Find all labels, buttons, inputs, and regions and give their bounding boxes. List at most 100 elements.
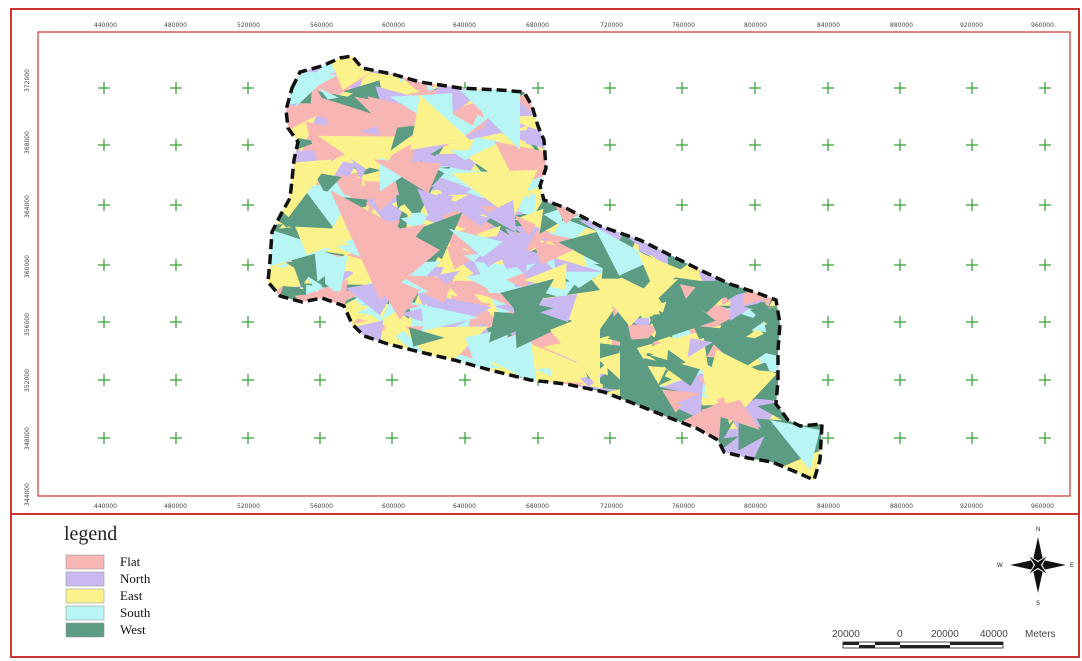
grid-cross <box>242 139 254 151</box>
grid-cross <box>1039 139 1051 151</box>
legend: legend Flat North East South West <box>64 523 151 637</box>
grid-cross <box>459 432 471 444</box>
grid-cross <box>242 199 254 211</box>
x-tick-bottom-13: 960000 <box>1031 503 1054 510</box>
x-tick-top-0: 440000 <box>94 22 117 29</box>
y-tick-left-4: 356000 <box>24 313 31 336</box>
grid-cross <box>170 139 182 151</box>
x-tick-bottom-4: 600000 <box>382 503 405 510</box>
x-tick-top-11: 880000 <box>890 22 913 29</box>
grid-cross <box>386 374 398 386</box>
grid-cross <box>98 432 110 444</box>
grid-cross <box>459 374 471 386</box>
grid-cross <box>749 82 761 94</box>
grid-cross <box>822 199 834 211</box>
scale-label-3: 40000 <box>980 629 1008 640</box>
grid-cross <box>242 259 254 271</box>
grid-cross <box>894 316 906 328</box>
scale-label-1: 0 <box>897 629 903 640</box>
x-tick-bottom-12: 920000 <box>960 503 983 510</box>
grid-cross <box>170 199 182 211</box>
grid-cross <box>894 199 906 211</box>
x-tick-top-10: 840000 <box>817 22 840 29</box>
scale-label-2: 20000 <box>931 629 959 640</box>
grid-cross <box>1039 82 1051 94</box>
compass-label-s: S <box>1036 601 1040 607</box>
grid-cross <box>314 374 326 386</box>
legend-label-west: West <box>120 622 146 637</box>
grid-cross <box>1039 374 1051 386</box>
x-tick-bottom-10: 840000 <box>817 503 840 510</box>
legend-label-flat: Flat <box>120 554 141 569</box>
grid-cross <box>242 374 254 386</box>
scale-label-0: 20000 <box>832 629 860 640</box>
grid-cross <box>822 139 834 151</box>
grid-cross <box>966 82 978 94</box>
legend-title: legend <box>64 523 117 545</box>
x-tick-top-1: 480000 <box>164 22 187 29</box>
y-tick-left-7: 344000 <box>24 483 31 506</box>
grid-cross <box>822 259 834 271</box>
grid-cross <box>98 374 110 386</box>
x-tick-labels-top: 440000 480000 520000 560000 600000 640000 6800… <box>94 22 1054 29</box>
grid-cross <box>749 139 761 151</box>
grid-cross <box>98 199 110 211</box>
grid-cross <box>676 139 688 151</box>
x-tick-bottom-2: 520000 <box>237 503 260 510</box>
compass-label-e: E <box>1070 563 1074 569</box>
x-tick-top-12: 920000 <box>960 22 983 29</box>
north-arrow: N E S W <box>997 527 1074 607</box>
y-tick-left-1: 368000 <box>24 131 31 154</box>
legend-label-south: South <box>120 605 151 620</box>
legend-item-south: South <box>66 605 151 620</box>
x-tick-bottom-6: 680000 <box>526 503 549 510</box>
grid-cross <box>98 82 110 94</box>
x-tick-bottom-9: 800000 <box>744 503 767 510</box>
legend-item-east: East <box>66 588 143 603</box>
grid-cross <box>98 259 110 271</box>
y-tick-left-3: 360000 <box>24 255 31 278</box>
grid-cross <box>966 374 978 386</box>
grid-cross <box>966 432 978 444</box>
grid-cross <box>676 432 688 444</box>
grid-cross <box>532 432 544 444</box>
x-tick-top-5: 640000 <box>453 22 476 29</box>
grid-cross <box>1039 199 1051 211</box>
y-tick-left-5: 352000 <box>24 369 31 392</box>
grid-cross <box>1039 316 1051 328</box>
grid-cross <box>314 316 326 328</box>
x-tick-top-13: 960000 <box>1031 22 1054 29</box>
x-tick-bottom-11: 880000 <box>890 503 913 510</box>
x-tick-labels-bottom: 440000 480000 520000 560000 600000 640000 6800… <box>94 503 1054 510</box>
grid-cross <box>822 432 834 444</box>
x-tick-top-8: 760000 <box>672 22 695 29</box>
x-tick-top-4: 600000 <box>382 22 405 29</box>
x-tick-top-3: 560000 <box>310 22 333 29</box>
grid-cross <box>894 432 906 444</box>
grid-cross <box>170 82 182 94</box>
grid-cross <box>170 316 182 328</box>
legend-swatch-east <box>66 589 104 603</box>
x-tick-top-7: 720000 <box>600 22 623 29</box>
x-tick-top-2: 520000 <box>237 22 260 29</box>
grid-cross <box>894 139 906 151</box>
scale-bar: 20000 0 20000 40000 Meters <box>832 629 1056 648</box>
grid-cross <box>170 374 182 386</box>
legend-label-east: East <box>120 588 143 603</box>
y-tick-labels-left: 372000 368000 364000 360000 356000 352000 3480… <box>24 69 31 506</box>
x-tick-bottom-7: 720000 <box>600 503 623 510</box>
grid-cross <box>604 432 616 444</box>
grid-cross <box>604 82 616 94</box>
grid-cross <box>386 432 398 444</box>
grid-cross <box>170 259 182 271</box>
grid-cross <box>749 199 761 211</box>
y-tick-left-0: 372000 <box>24 69 31 92</box>
x-tick-bottom-1: 480000 <box>164 503 187 510</box>
x-tick-bottom-5: 640000 <box>453 503 476 510</box>
legend-swatch-north <box>66 572 104 586</box>
grid-cross <box>604 139 616 151</box>
grid-cross <box>242 82 254 94</box>
grid-cross <box>1039 432 1051 444</box>
x-tick-top-6: 680000 <box>526 22 549 29</box>
